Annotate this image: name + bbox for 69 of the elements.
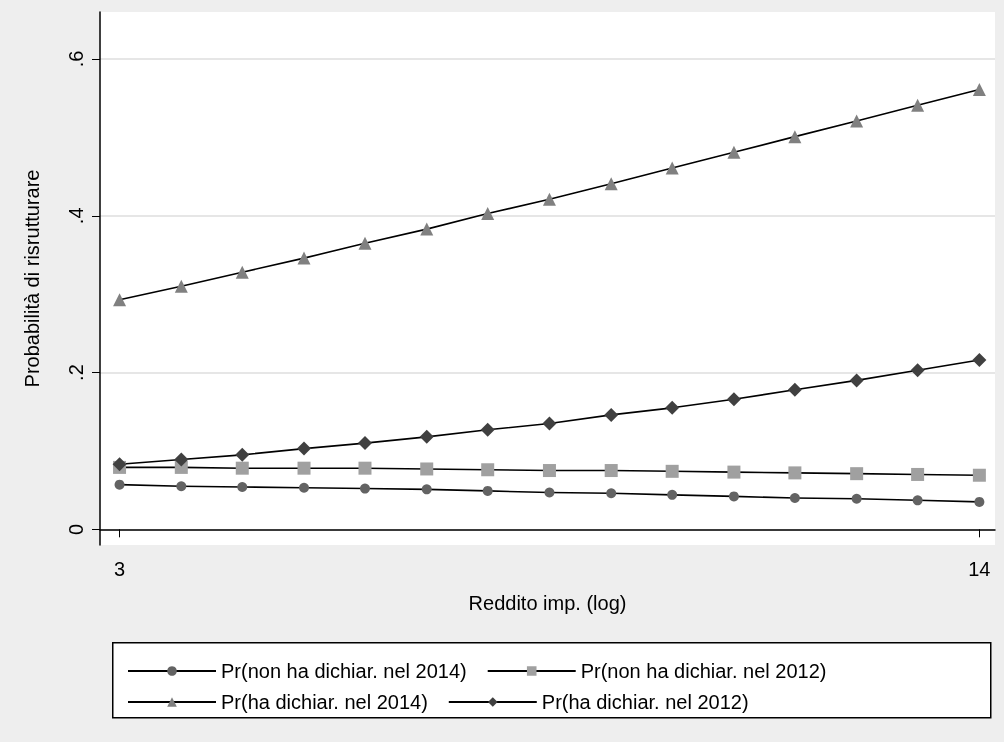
point <box>481 463 495 477</box>
point <box>299 482 310 493</box>
y-tick-label: .4 <box>65 207 87 225</box>
point <box>481 206 495 220</box>
point <box>665 464 679 478</box>
point <box>114 479 125 490</box>
point <box>911 98 925 112</box>
point <box>235 461 249 475</box>
point <box>604 464 618 478</box>
point <box>542 464 556 478</box>
point <box>788 130 802 144</box>
point <box>787 382 802 397</box>
y-tick-label: .6 <box>65 50 87 68</box>
point <box>420 222 434 236</box>
legend-label: Pr(non ha dichiar. nel 2014) <box>221 660 467 682</box>
point <box>849 373 864 388</box>
y-tick-label: 0 <box>65 523 87 535</box>
point <box>789 492 800 503</box>
point <box>604 407 619 422</box>
point <box>665 161 679 175</box>
point <box>972 83 986 97</box>
point <box>850 114 864 128</box>
point <box>667 489 678 500</box>
x-axis-title: Reddito imp. (log) <box>468 592 627 614</box>
legend-label: Pr(ha dichiar. nel 2012) <box>541 691 749 713</box>
point <box>421 484 432 495</box>
point <box>297 441 312 456</box>
point <box>419 429 434 444</box>
point <box>420 462 434 476</box>
point <box>482 485 493 496</box>
point <box>357 436 372 451</box>
point <box>235 447 250 462</box>
point <box>972 468 986 482</box>
point <box>176 481 187 492</box>
y-axis-title: Probabilità di risrutturare <box>21 169 43 388</box>
point <box>851 493 862 504</box>
point <box>910 363 925 378</box>
point <box>358 461 372 475</box>
point <box>358 236 372 250</box>
point <box>727 465 741 479</box>
point <box>974 496 985 507</box>
point <box>911 467 925 481</box>
x-tick-label: 3 <box>113 558 126 580</box>
point <box>604 177 618 191</box>
point <box>235 265 249 279</box>
point <box>726 392 741 407</box>
point <box>544 487 555 498</box>
point <box>174 452 189 467</box>
point <box>665 400 680 415</box>
point <box>850 467 864 481</box>
point <box>606 488 617 499</box>
point <box>297 251 311 265</box>
point <box>728 491 739 502</box>
point <box>297 461 311 475</box>
x-tick-label: 14 <box>968 558 991 580</box>
point <box>359 483 370 494</box>
point <box>912 495 923 506</box>
legend-label: Pr(ha dichiar. nel 2014) <box>221 691 428 713</box>
point <box>113 293 127 307</box>
point <box>972 353 987 368</box>
point <box>237 482 248 492</box>
point <box>788 466 802 480</box>
point <box>542 416 557 431</box>
point <box>480 422 495 437</box>
point <box>727 145 741 159</box>
point <box>542 192 556 206</box>
y-tick-label: .2 <box>65 364 87 381</box>
point <box>174 279 188 293</box>
legend-label: Pr(non ha dichiar. nel 2012) <box>580 660 827 682</box>
